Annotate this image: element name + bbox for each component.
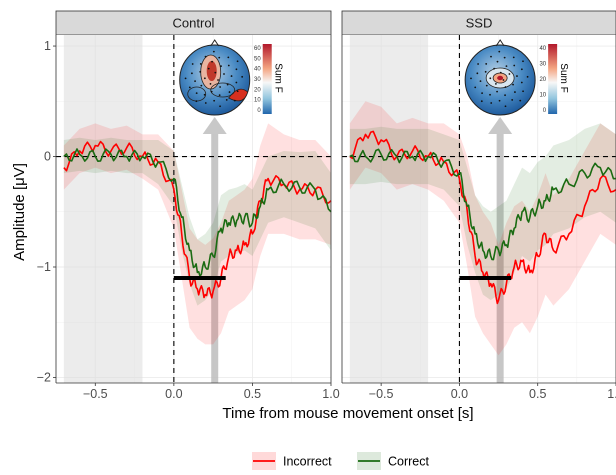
series-line-incorrect — [349, 130, 616, 305]
legend: Incorrect Correct — [252, 452, 430, 470]
x-tick-label: 1.0 — [607, 387, 616, 401]
facet-title: Control — [173, 16, 215, 31]
panel-ssd: SSD 40 30 20 10 0 Sum F −0.5 0.0 0.5 1.0 — [341, 10, 616, 401]
y-tick-label: 0 — [44, 150, 51, 164]
legend-item-incorrect: Incorrect — [252, 452, 332, 470]
facet-strip — [341, 10, 616, 36]
x-tick-label: 1.0 — [322, 387, 339, 401]
y-axis-title: Amplitude [μV] — [11, 163, 28, 261]
colorbar-tick-label: 20 — [254, 87, 261, 93]
series-line-correct — [349, 148, 616, 261]
colorbar: 60 50 40 30 20 10 0 Sum F — [254, 44, 284, 114]
baseline-window — [63, 35, 143, 383]
x-tick-label: 0.5 — [244, 387, 261, 401]
legend-label: Correct — [388, 455, 430, 469]
x-tick-label: 0.0 — [165, 387, 182, 401]
topomap-arrow-shaft — [496, 132, 504, 383]
x-tick-label: 0.5 — [529, 387, 546, 401]
ci-band-incorrect — [63, 123, 331, 345]
x-tick-label: 0.0 — [451, 387, 468, 401]
colorbar-tick-label: 40 — [539, 46, 546, 52]
colorbar-tick-label: 0 — [257, 108, 261, 114]
x-axis-title: Time from mouse movement onset [s] — [222, 405, 473, 422]
colorbar-tick-label: 10 — [539, 93, 546, 99]
colorbar-tick-label: 40 — [254, 67, 261, 73]
colorbar-tick-label: 20 — [539, 77, 546, 83]
colorbar-tick-label: 0 — [543, 108, 547, 114]
colorbar-title: Sum F — [273, 63, 284, 92]
legend-label: Incorrect — [283, 455, 332, 469]
x-tick-label: −0.5 — [369, 387, 394, 401]
x-tick-label: −0.5 — [83, 387, 108, 401]
colorbar-tick-label: 30 — [254, 77, 261, 83]
colorbar-title: Sum F — [558, 63, 569, 92]
topomap — [179, 39, 251, 116]
colorbar-tick-label: 10 — [254, 98, 261, 104]
ci-band-correct — [63, 137, 331, 306]
y-tick-label: 1 — [44, 39, 51, 53]
baseline-window — [349, 35, 429, 383]
colorbar-tick-label: 60 — [254, 46, 261, 52]
colorbar-tick-label: 50 — [254, 56, 261, 62]
colorbar: 40 30 20 10 0 Sum F — [539, 44, 569, 114]
topomap-arrow-head — [202, 117, 227, 134]
ci-band-incorrect — [349, 101, 616, 356]
facet-title: SSD — [466, 16, 493, 31]
topomap-arrow-head — [488, 117, 513, 134]
facet-strip — [55, 10, 332, 36]
series-line-correct — [63, 148, 332, 278]
y-tick-label: −2 — [37, 370, 51, 384]
colorbar-tick-label: 30 — [539, 62, 546, 68]
series-line-incorrect — [63, 140, 332, 299]
legend-item-correct: Correct — [357, 452, 430, 470]
topomap — [464, 39, 536, 116]
ci-band-correct — [349, 123, 616, 301]
y-tick-label: −1 — [37, 260, 51, 274]
